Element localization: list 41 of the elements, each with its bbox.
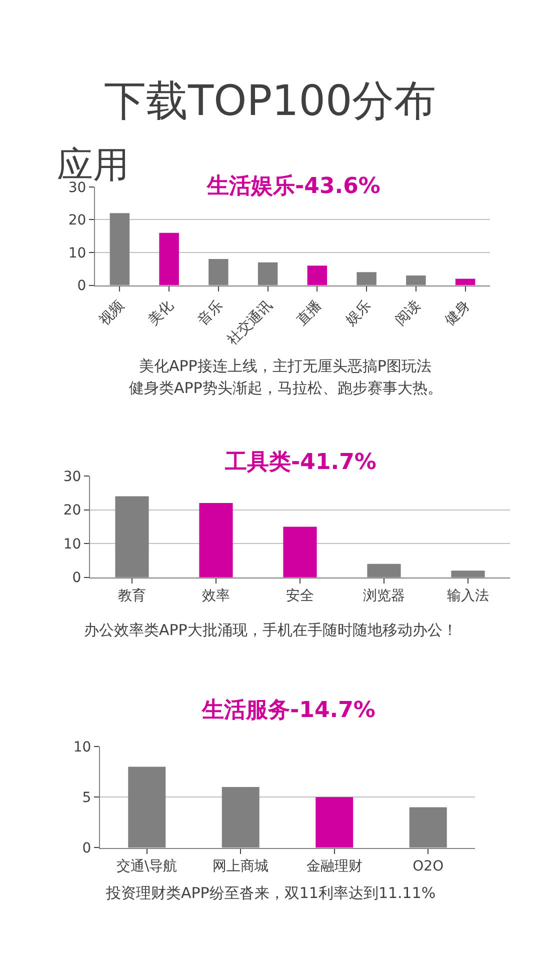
text: 美化APP接连上线，主打无厘头恶搞P图玩法: [139, 357, 432, 375]
y-tick-label: 0: [82, 840, 92, 857]
x-tick-label: 交通\导航: [116, 858, 178, 875]
x-tick-label: 娱乐: [343, 298, 374, 329]
y-tick-label: 5: [82, 790, 92, 806]
bar: [307, 266, 328, 286]
text: 健身类APP势头渐起，马拉松、跑步赛事大热。: [129, 379, 442, 397]
y-tick-label: 10: [68, 245, 86, 262]
x-tick-label: O2O: [412, 858, 444, 875]
bar: [283, 526, 317, 578]
x-tick-label: 效率: [202, 588, 230, 604]
y-tick-label: 0: [77, 278, 86, 294]
chart-title: 下载TOP100分布: [104, 76, 436, 125]
bar: [199, 503, 233, 578]
x-tick-label: 输入法: [447, 588, 489, 604]
chart-subtitle: 生活服务-14.7%: [201, 698, 376, 723]
x-tick-label: 直播: [294, 298, 325, 329]
x-tick-label: 社交通讯: [224, 298, 276, 348]
text: 投资理财类APP纷至沓来，双11利率达到11.11%: [105, 884, 436, 902]
bar: [159, 232, 179, 286]
y-tick-label: 10: [63, 536, 82, 552]
bar: [455, 278, 476, 286]
text: 办公效率类APP大批涌现，手机在手随时随地移动办公！: [84, 621, 458, 639]
x-tick-label: 教育: [118, 587, 146, 604]
x-tick-label: 音乐: [195, 298, 226, 329]
x-tick-label: 视频: [96, 298, 128, 329]
x-tick-label: 阅读: [392, 298, 424, 329]
x-tick-label: 浏览器: [363, 588, 405, 604]
chart-subtitle: 生活娱乐-43.6%: [206, 174, 380, 199]
x-tick-label: 网上商城: [212, 858, 269, 875]
y-tick-label: 0: [72, 570, 82, 586]
y-tick-label: 30: [63, 468, 82, 485]
y-tick-label: 10: [73, 739, 92, 756]
x-tick-label: 美化: [146, 298, 177, 329]
chart-subtitle: 工具类-41.7%: [224, 450, 376, 475]
x-tick-label: 金融理财: [306, 858, 362, 875]
x-tick-label: 健身: [442, 298, 474, 329]
x-tick-label: 安全: [286, 588, 314, 604]
bar: [316, 797, 354, 848]
y-tick-label: 20: [68, 212, 86, 229]
y-tick-label: 20: [63, 502, 82, 519]
